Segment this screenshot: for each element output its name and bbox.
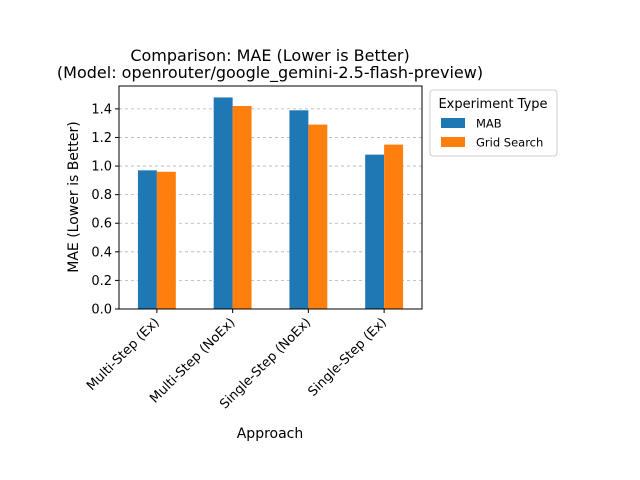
legend-swatch (441, 137, 465, 147)
x-tick-label: Single-Step (Ex) (305, 315, 389, 399)
y-tick-label: 0.4 (91, 245, 112, 260)
bar-mab (365, 154, 385, 309)
y-tick-label: 0.8 (91, 188, 112, 203)
plot-frame (118, 85, 423, 310)
bar-mab (289, 110, 309, 309)
y-tick-label: 1.4 (91, 102, 112, 117)
y-tick-label: 0.0 (91, 303, 112, 318)
x-tick-label: Multi-Step (Ex) (84, 315, 163, 394)
chart-title: Comparison: MAE (Lower is Better) (130, 46, 409, 65)
legend-swatch (441, 118, 465, 128)
y-axis-ticks: 0.0 0.2 0.4 0.6 0.8 1.0 1.2 1.4 (91, 102, 119, 318)
legend-title: Experiment Type (438, 97, 547, 112)
chart-subtitle: (Model: openrouter/google_gemini-2.5-fla… (57, 63, 483, 83)
y-tick-label: 0.6 (91, 217, 112, 232)
bar-grid-search (308, 124, 328, 309)
y-axis-label: MAE (Lower is Better) (66, 121, 82, 272)
bar-mab (137, 170, 157, 309)
y-tick-label: 1.0 (91, 160, 112, 175)
bar-grid-search (384, 144, 404, 309)
y-tick-label: 0.2 (91, 274, 112, 289)
x-axis-label: Approach (237, 426, 304, 442)
bar-grid-search (156, 171, 176, 309)
y-tick-label: 1.2 (91, 131, 112, 146)
x-axis-ticks: Multi-Step (Ex)Multi-Step (NoEx)Single-S… (84, 309, 390, 412)
bar-grid-search (232, 106, 252, 309)
legend-entry-label: MAB (476, 117, 502, 131)
legend-entry-label: Grid Search (476, 136, 543, 150)
bars-group (137, 97, 404, 309)
bar-mab (213, 97, 233, 309)
legend: Experiment Type MAB Grid Search (429, 89, 558, 157)
